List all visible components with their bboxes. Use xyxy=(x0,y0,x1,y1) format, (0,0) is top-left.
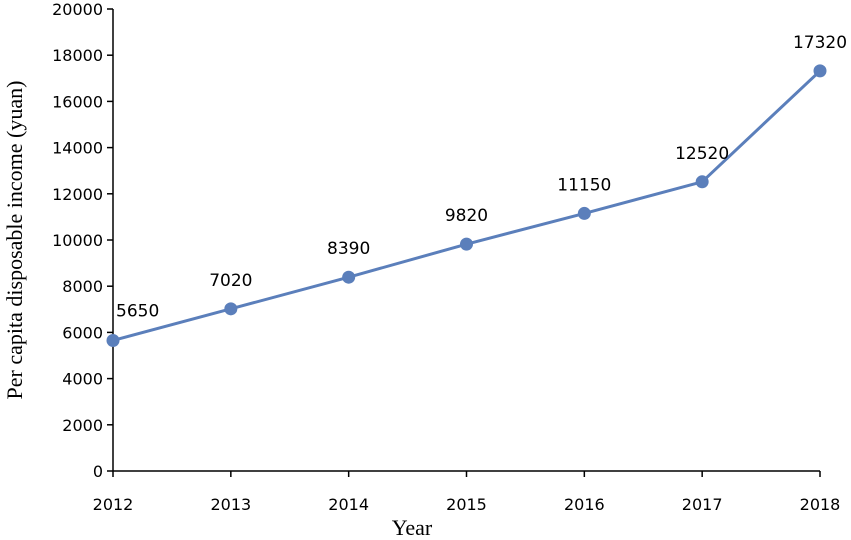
y-axis-title: Per capita disposable income (yuan) xyxy=(2,81,27,400)
data-label: 5650 xyxy=(116,301,159,321)
data-labels-group: 5650 7020 8390 9820 11150 12520 17320 xyxy=(116,33,847,322)
y-tick-label: 14000 xyxy=(52,139,103,158)
y-tick-label: 10000 xyxy=(52,231,103,250)
y-tick-label: 18000 xyxy=(52,46,103,65)
x-tick-label: 2016 xyxy=(564,495,605,514)
data-label: 7020 xyxy=(209,271,252,291)
data-point-2018 xyxy=(813,64,827,78)
y-tick-label: 4000 xyxy=(62,370,103,389)
data-point-2016 xyxy=(577,206,591,220)
data-label: 11150 xyxy=(557,175,611,195)
x-tick-label: 2012 xyxy=(93,495,134,514)
x-tick-label: 2018 xyxy=(800,495,841,514)
data-point-2015 xyxy=(460,237,473,251)
x-tick-label: 2014 xyxy=(328,495,369,514)
data-label: 17320 xyxy=(793,33,847,53)
y-tick-label: 16000 xyxy=(52,92,103,111)
y-tick-label: 6000 xyxy=(62,323,103,342)
x-tick-label: 2013 xyxy=(210,495,251,514)
y-tick-label: 2000 xyxy=(62,416,103,435)
y-tick-label: 20000 xyxy=(52,0,103,19)
data-label: 8390 xyxy=(327,239,370,259)
data-point-2017 xyxy=(695,175,709,189)
x-tick-label: 2015 xyxy=(446,495,487,514)
data-label: 9820 xyxy=(445,206,488,226)
x-axis-ticks: 2012 2013 2014 2015 2016 2017 2018 xyxy=(93,471,841,514)
y-tick-label: 12000 xyxy=(52,185,103,204)
series-group xyxy=(106,64,827,347)
y-axis-ticks: 0 2000 4000 6000 8000 10000 12000 14000 16000 180… xyxy=(52,0,113,481)
x-tick-label: 2017 xyxy=(682,495,723,514)
data-point-2014 xyxy=(342,270,356,284)
data-point-2013 xyxy=(224,302,238,316)
data-point-2012 xyxy=(106,333,120,347)
x-axis-title: Year xyxy=(392,515,433,540)
data-label: 12520 xyxy=(675,144,729,164)
y-tick-label: 8000 xyxy=(62,277,103,296)
y-tick-label: 0 xyxy=(93,462,103,481)
